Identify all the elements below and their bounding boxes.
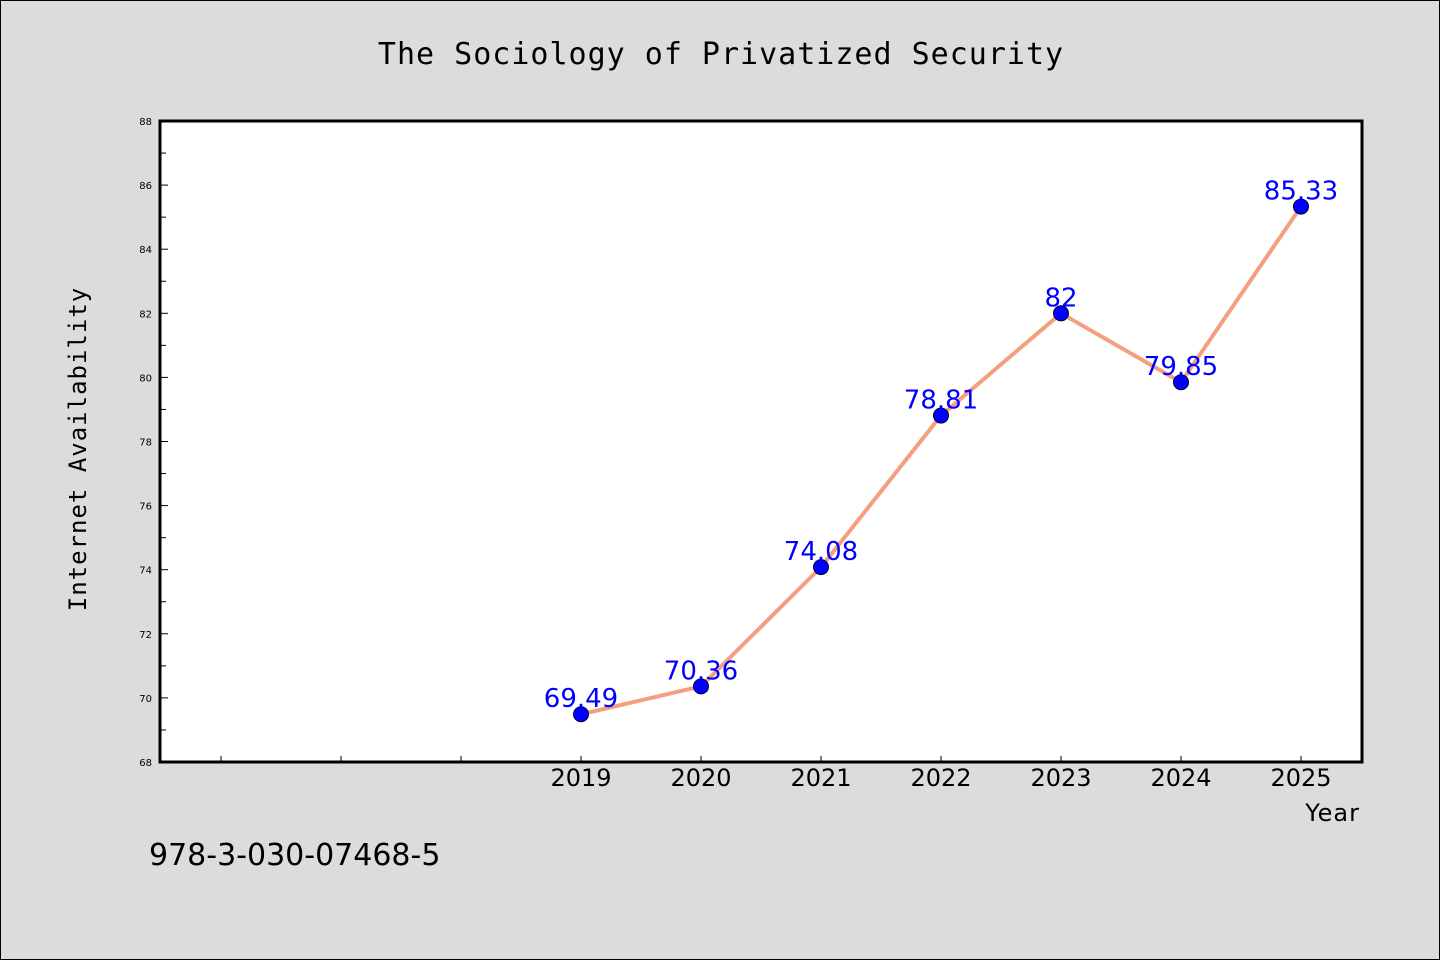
data-label-2025: 85.33 — [1264, 177, 1338, 207]
data-label-2023: 82 — [1044, 283, 1077, 313]
y-tick-label: 68 — [139, 758, 152, 769]
y-tick-label: 76 — [139, 502, 152, 513]
data-point-2024 — [1173, 374, 1189, 391]
data-label-2021: 74.08 — [784, 537, 858, 567]
data-markers — [573, 198, 1309, 723]
x-tick-label: 2020 — [670, 764, 731, 792]
chart-title: The Sociology of Privatized Security — [378, 37, 1064, 72]
data-labels: 69.49 70.36 74.08 78.81 82 79.85 85.33 — [544, 177, 1338, 715]
data-label-2020: 70.36 — [664, 656, 738, 686]
data-label-2024: 79.85 — [1144, 352, 1218, 382]
y-tick-label: 86 — [139, 181, 152, 192]
x-axis-ticks: 2019 2020 2021 2022 2023 2024 2025 — [220, 756, 1332, 792]
data-point-2025 — [1293, 198, 1309, 215]
y-axis-ticks: 68 70 72 74 76 78 80 82 84 86 88 — [139, 117, 168, 769]
x-tick-label: 2022 — [910, 764, 971, 792]
y-tick-label: 74 — [139, 566, 152, 577]
x-tick-label: 2025 — [1270, 764, 1331, 792]
data-point-2021 — [813, 559, 829, 576]
y-tick-label: 72 — [139, 630, 152, 641]
data-point-2022 — [933, 407, 949, 424]
y-axis-label: Internet Availability — [64, 287, 92, 611]
y-tick-label: 82 — [139, 309, 152, 320]
y-tick-label: 80 — [139, 373, 152, 384]
isbn-text: 978-3-030-07468-5 — [149, 838, 440, 873]
plot-area — [158, 119, 1364, 764]
x-axis-label: Year — [1304, 799, 1360, 827]
x-tick-label: 2019 — [550, 764, 611, 792]
x-tick-label: 2021 — [790, 764, 851, 792]
data-label-2022: 78.81 — [904, 386, 978, 416]
x-tick-label: 2024 — [1150, 764, 1211, 792]
data-point-2020 — [693, 678, 709, 695]
y-tick-label: 78 — [139, 438, 152, 449]
x-tick-label: 2023 — [1030, 764, 1091, 792]
y-tick-label: 88 — [139, 117, 152, 128]
y-tick-label: 84 — [139, 245, 152, 256]
data-label-2019: 69.49 — [544, 684, 618, 714]
data-point-2019 — [573, 706, 589, 723]
data-point-2023 — [1053, 305, 1069, 322]
y-tick-label: 70 — [139, 694, 152, 705]
